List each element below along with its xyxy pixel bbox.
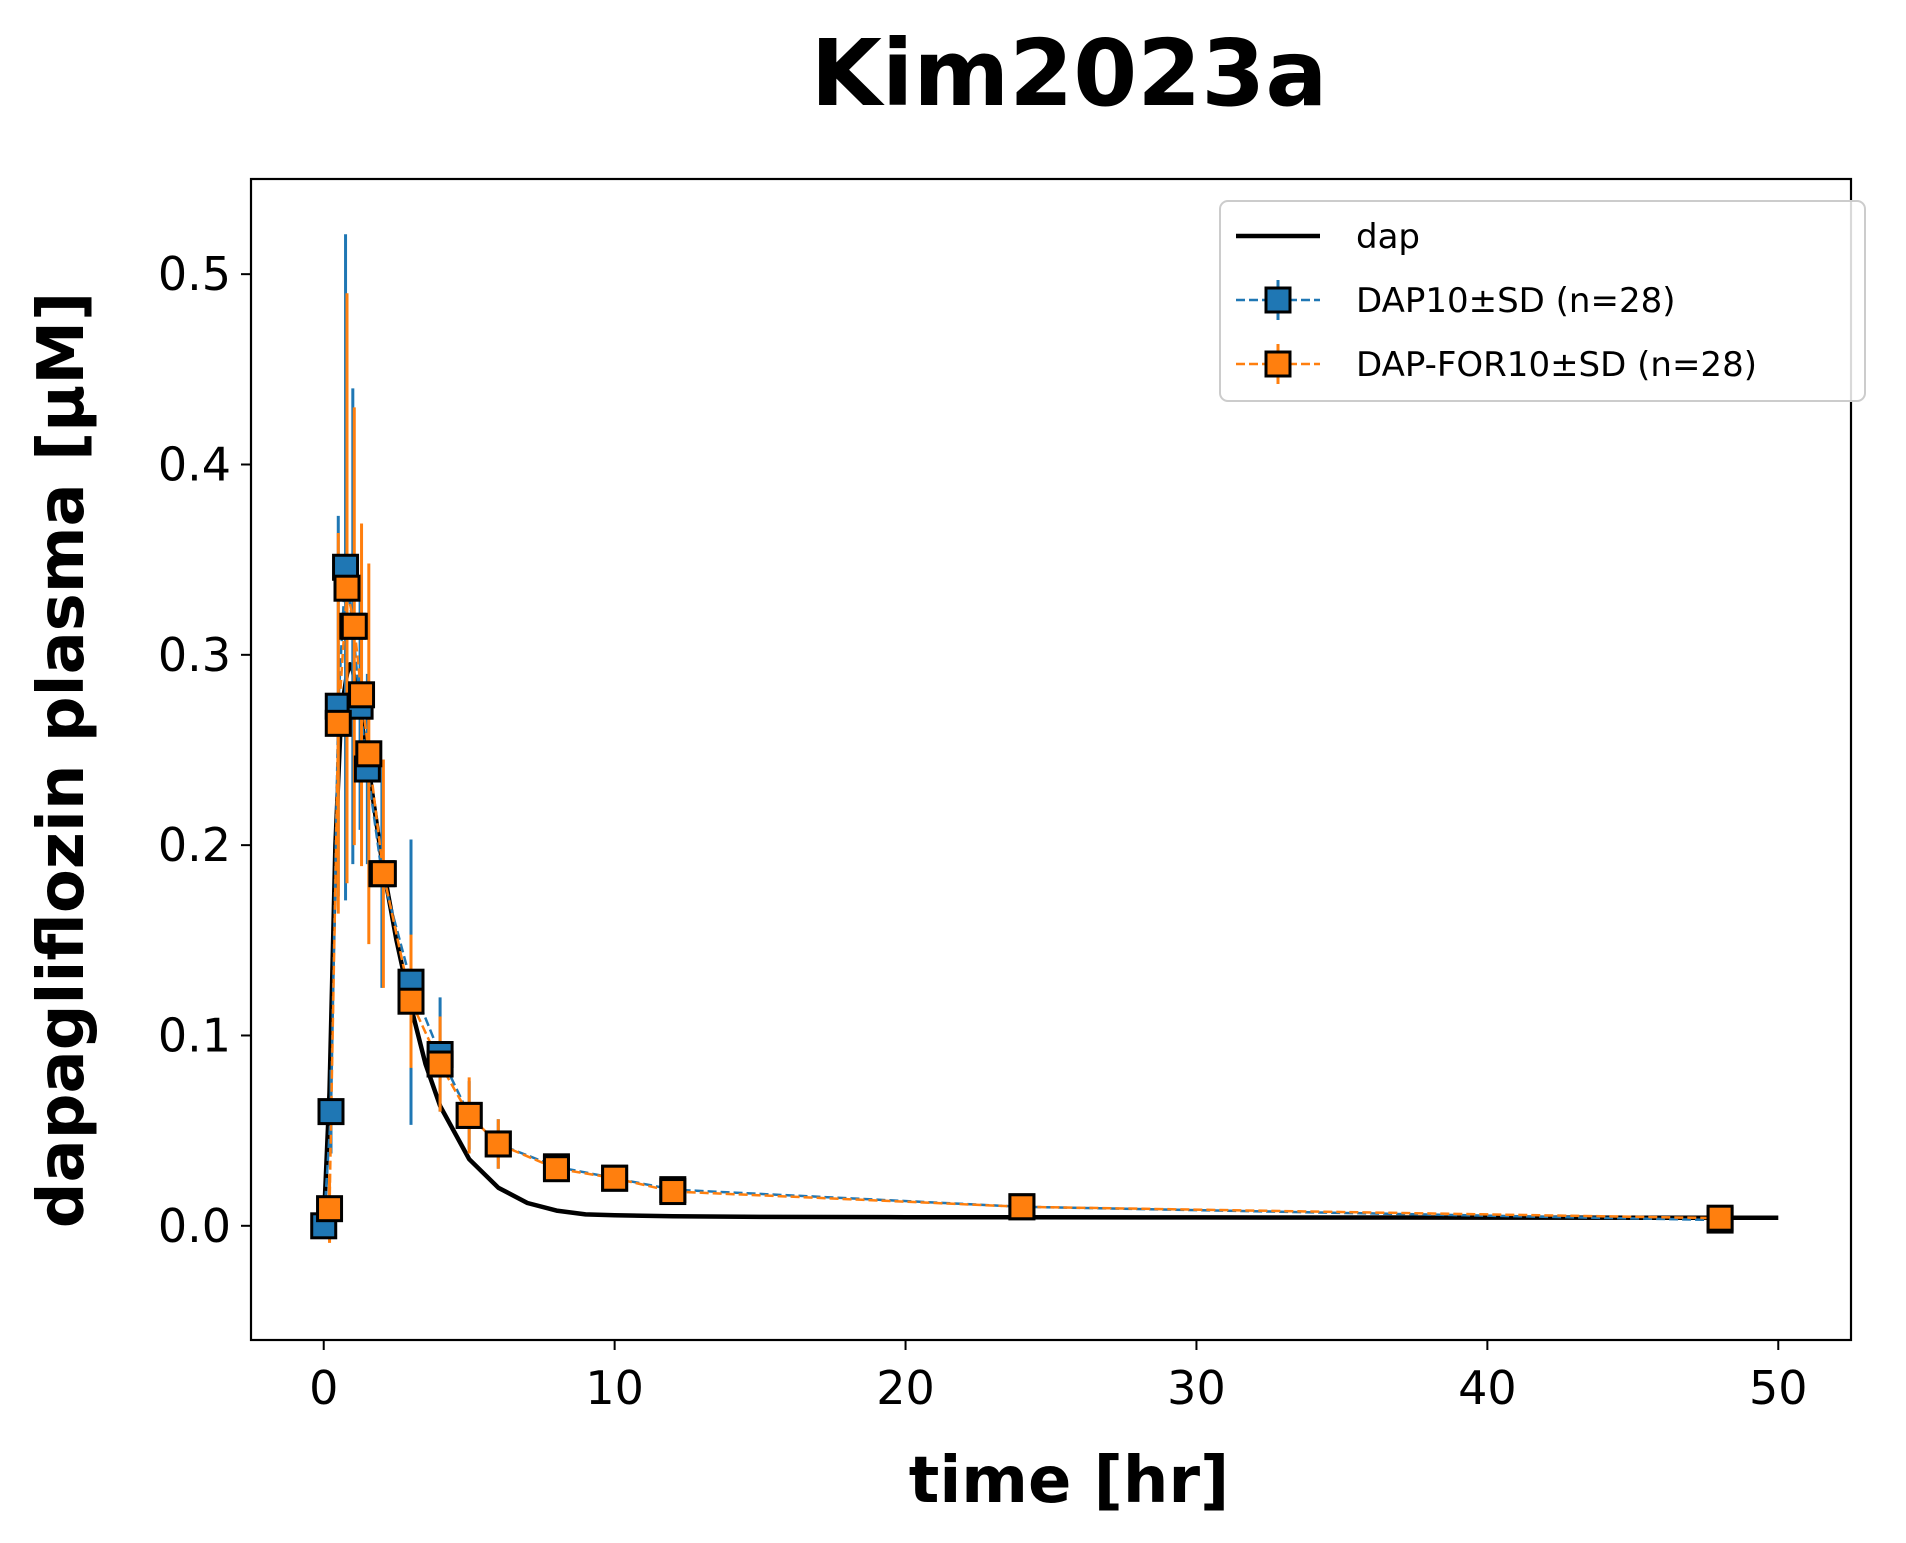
data-point	[348, 681, 376, 709]
legend-frame	[1219, 200, 1866, 402]
x-axis-label: time [hr]	[909, 1444, 1230, 1518]
y-tick-label: 0.0	[158, 1199, 231, 1253]
legend-label: DAP10±SD (n=28)	[1356, 281, 1676, 321]
x-axis-ticks: 0 10 20 30 40 50	[309, 1340, 1808, 1415]
x-tick-label: 10	[585, 1361, 644, 1415]
legend-marker-swatch	[1264, 286, 1292, 314]
y-axis-ticks: 0.0 0.1 0.2 0.3 0.4 0.5	[158, 247, 251, 1253]
series-dashed-line	[328, 587, 1721, 1220]
data-point	[369, 860, 397, 888]
x-tick-label: 30	[1167, 1361, 1226, 1415]
x-tick-label: 20	[876, 1361, 935, 1415]
data-point	[484, 1130, 512, 1158]
y-tick-label: 0.5	[158, 247, 231, 301]
data-point	[1008, 1193, 1036, 1221]
y-tick-label: 0.2	[158, 818, 231, 872]
data-point	[355, 740, 383, 768]
data-point	[542, 1155, 570, 1183]
chart-title: Kim2023a	[811, 20, 1328, 127]
data-point	[1706, 1204, 1734, 1232]
data-point	[426, 1050, 454, 1078]
legend-marker-swatch	[1264, 350, 1292, 378]
y-axis-label: dapagliflozin plasma [µM]	[25, 292, 99, 1229]
legend-label: DAP-FOR10±SD (n=28)	[1356, 345, 1757, 385]
data-point	[324, 709, 352, 737]
data-point	[340, 612, 368, 640]
data-point	[659, 1178, 687, 1206]
data-point	[455, 1101, 483, 1129]
data-point	[601, 1164, 629, 1192]
plot-area	[310, 234, 1779, 1243]
y-tick-label: 0.4	[158, 437, 231, 491]
y-tick-label: 0.1	[158, 1008, 231, 1062]
x-tick-label: 0	[309, 1361, 338, 1415]
data-point	[397, 987, 425, 1015]
legend-label: dap	[1356, 217, 1420, 257]
y-tick-label: 0.3	[158, 628, 231, 682]
x-tick-label: 40	[1458, 1361, 1517, 1415]
x-tick-label: 50	[1749, 1361, 1808, 1415]
legend: dap DAP10±SD (n=28) DAP-FOR10±SD (n=28)	[1219, 200, 1866, 402]
data-point	[317, 1098, 345, 1126]
data-point	[333, 574, 361, 602]
data-point	[316, 1195, 344, 1223]
